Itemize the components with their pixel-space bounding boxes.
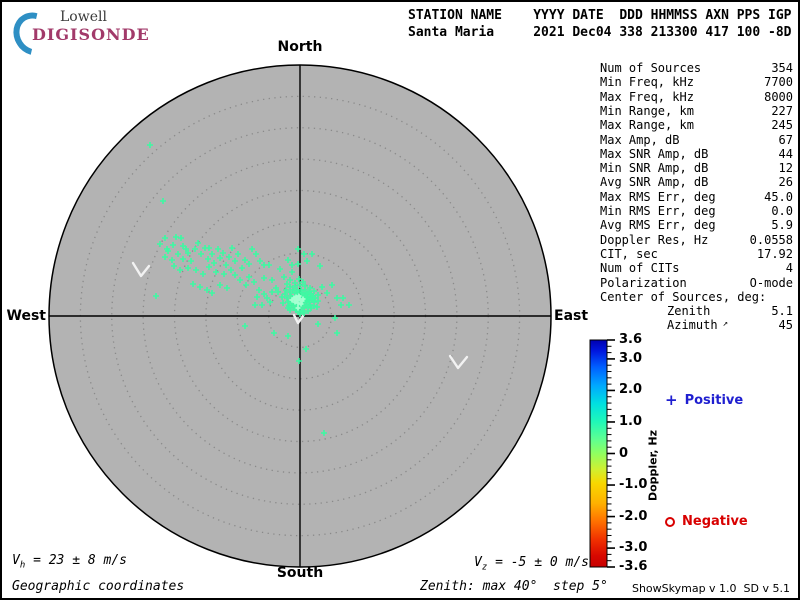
stat-label: Min RMS Err, deg — [600, 204, 716, 218]
stat-value: 45 — [778, 318, 793, 333]
colorbar-tick-label: -3.6 — [619, 559, 648, 574]
colorbar-gradient — [589, 339, 608, 568]
stat-value: O-mode — [749, 275, 793, 290]
colorbar-tick-label: 2.0 — [619, 382, 643, 398]
compass-label-south: South — [276, 565, 324, 581]
colorbar-tick-label: -1.0 — [619, 477, 648, 493]
stat-label: CIT, sec — [600, 246, 658, 261]
colorbar-axis-title: Doppler, Hz — [646, 429, 660, 502]
stat-row: Max Range, km 245 — [600, 118, 793, 132]
stat-row: Avg RMS Err, deg 5.9 — [600, 218, 793, 232]
header-column-labels: STATION NAME YYYY DATE DDD HHMMSS AXN PP… — [408, 8, 792, 23]
stat-label: Azimuth — [667, 318, 718, 333]
stat-value: 0.0 — [771, 204, 793, 218]
stat-value: 17.92 — [756, 246, 793, 261]
stat-row: CIT, sec 17.92 — [600, 247, 793, 261]
legend-negative-label: Negative — [682, 514, 748, 529]
stat-label: Max Freq, kHz — [600, 89, 694, 104]
header-station-values: Santa Maria 2021 Dec04 338 213300 417 10… — [408, 25, 792, 40]
lowell-digisonde-logo: Lowell DIGISONDE — [5, 4, 150, 64]
stats-panel: Num of Sources 354 Min Freq, kHz 7700 Max Fr… — [600, 61, 793, 332]
stat-value: 5.1 — [771, 304, 793, 319]
stat-row: Num of CITs 4 — [600, 261, 793, 275]
stat-row: Polarization O-mode — [600, 276, 793, 290]
compass-label-east: East — [554, 308, 589, 324]
stat-row: Doppler Res, Hz 0.0558 — [600, 233, 793, 247]
stat-label: Zenith — [667, 304, 711, 319]
positive-plus-icon: + — [665, 391, 678, 409]
stat-row: Max SNR Amp, dB 44 — [600, 147, 793, 161]
stat-value: 12 — [778, 161, 793, 176]
stat-row: Azimuth ↗ 45 — [600, 318, 793, 332]
stat-label: Min Freq, kHz — [600, 75, 694, 90]
stat-row: Zenith 5.1 — [600, 304, 793, 318]
stat-value: 245 — [771, 118, 793, 133]
colorbar-tick-label: -3.0 — [619, 540, 648, 556]
stat-value: 67 — [778, 132, 793, 147]
stat-label: Max SNR Amp, dB — [600, 146, 709, 161]
stat-row: Max Freq, kHz 8000 — [600, 90, 793, 104]
stat-row: Min Range, km 227 — [600, 104, 793, 118]
stat-row: Num of Sources 354 — [600, 61, 793, 75]
stat-row: Min RMS Err, deg 0.0 — [600, 204, 793, 218]
velocity-vector-mark — [131, 261, 151, 278]
legend-positive: + Positive — [665, 391, 744, 409]
stat-value: 8000 — [764, 89, 793, 104]
horizontal-velocity-readout: Vh = 23 ± 8 m/s — [12, 553, 127, 571]
stat-row: Min SNR Amp, dB 12 — [600, 161, 793, 175]
legend-positive-label: Positive — [684, 393, 744, 408]
stat-label: Num of CITs — [600, 261, 680, 276]
stat-label: Min Range, km — [600, 103, 694, 118]
logo-lowell-text: Lowell — [60, 9, 107, 25]
stat-label: Avg SNR Amp, dB — [600, 175, 709, 190]
stat-label: Num of Sources — [600, 61, 702, 75]
stat-value: 5.9 — [771, 218, 793, 233]
source-points-dense-core — [289, 293, 306, 311]
stat-row: Max RMS Err, deg 45.0 — [600, 190, 793, 204]
stat-value: 44 — [778, 146, 793, 161]
colorbar-tick-label: 1.0 — [619, 413, 643, 429]
version-label: ShowSkymap v 1.0 SD v 5.1 — [631, 582, 790, 595]
stat-row: Center of Sources, deg: — [600, 290, 793, 304]
stat-label: Doppler Res, Hz — [600, 232, 709, 247]
stat-value: 354 — [771, 61, 793, 75]
stat-label: Max Range, km — [600, 118, 694, 133]
stat-value: 7700 — [764, 75, 793, 90]
coordinates-mode-label: Geographic coordinates — [12, 579, 185, 594]
azimuth-arrow-icon: ↗ — [722, 319, 728, 330]
colorbar-tick-label: 3.6 — [619, 332, 643, 347]
velocity-vector-mark — [292, 313, 305, 325]
stat-value: 45.0 — [764, 189, 793, 204]
stat-row: Avg SNR Amp, dB 26 — [600, 175, 793, 189]
stat-row: Min Freq, kHz 7700 — [600, 75, 793, 89]
stat-label: Max RMS Err, deg — [600, 189, 716, 204]
legend-negative: Negative — [665, 514, 748, 529]
zenith-scale-label: Zenith: max 40° step 5° — [420, 579, 608, 594]
stat-label: Center of Sources, deg: — [600, 289, 767, 304]
compass-label-north: North — [277, 39, 323, 55]
stat-label: Min SNR Amp, dB — [600, 161, 709, 176]
stat-label: Avg RMS Err, deg — [600, 218, 716, 233]
vertical-velocity-readout: Vz = -5 ± 0 m/s — [474, 555, 589, 573]
colorbar-tick-label: 0 — [619, 445, 629, 461]
stat-row: Max Amp, dB 67 — [600, 133, 793, 147]
stat-value: 0.0558 — [749, 232, 793, 247]
compass-label-west: West — [6, 308, 46, 324]
stat-label: Polarization — [600, 275, 687, 290]
colorbar-tick-label: -2.0 — [619, 508, 648, 524]
stat-value: 4 — [785, 261, 793, 276]
colorbar-tick-label: 3.0 — [619, 350, 643, 366]
stat-label: Max Amp, dB — [600, 132, 680, 147]
stat-value: 227 — [771, 103, 793, 118]
logo-digisonde-text: DIGISONDE — [32, 25, 150, 44]
stat-value: 26 — [778, 175, 793, 190]
velocity-vector-mark — [448, 354, 469, 370]
negative-circle-icon — [665, 516, 675, 527]
